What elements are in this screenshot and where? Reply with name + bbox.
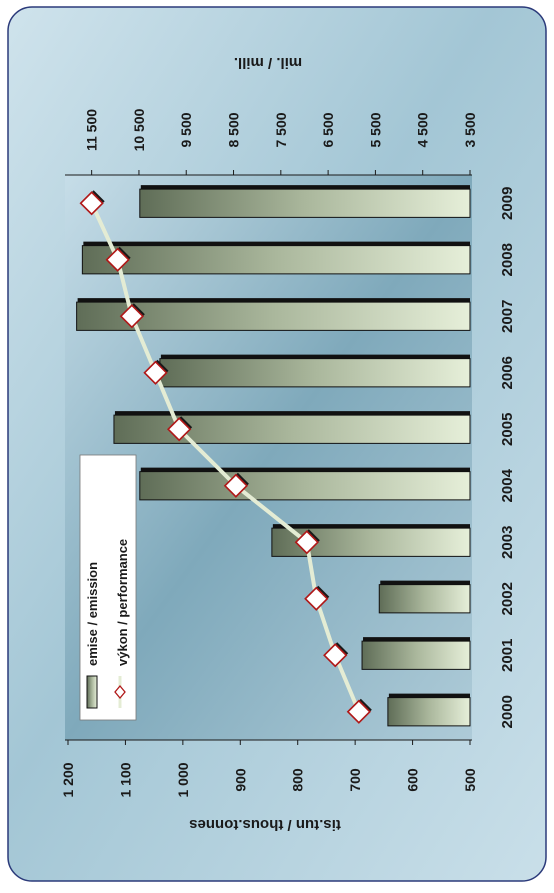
- category-label: 2007: [499, 300, 516, 333]
- category-label: 2004: [499, 468, 516, 502]
- legend-swatch-performance-marker: [114, 684, 126, 700]
- performance-marker: [294, 530, 319, 555]
- performance-marker: [304, 586, 329, 611]
- performance-marker: [143, 360, 168, 385]
- legend-swatch-emission: [86, 675, 98, 709]
- bar: [361, 640, 471, 670]
- left-tick-label: 900: [232, 768, 248, 792]
- right-axis-title: mil. / mill.: [234, 54, 302, 71]
- category-label: 2002: [499, 582, 516, 615]
- bar: [139, 188, 471, 218]
- legend: emise / emission výkon / performance: [79, 454, 137, 721]
- right-tick-label: 5 500: [367, 112, 383, 147]
- left-axis-title: tis.tun / thous.tonnes: [189, 816, 341, 833]
- performance-marker: [79, 191, 104, 216]
- performance-line: [89, 202, 361, 713]
- right-tick-label: 4 500: [415, 112, 431, 147]
- category-label: 2009: [499, 187, 516, 220]
- left-tick-label: 600: [405, 768, 421, 792]
- left-tick-label: 500: [462, 768, 478, 792]
- bar: [81, 245, 471, 275]
- right-tick-label: 8 500: [226, 112, 242, 147]
- category-label: 2001: [499, 639, 516, 672]
- bar: [159, 358, 471, 388]
- performance-marker: [119, 304, 144, 329]
- left-axis: 500 600 700 800 900 1 000 1 100 1 200: [60, 739, 478, 798]
- right-tick-label: 6 500: [320, 112, 336, 147]
- performance-marker: [323, 643, 348, 668]
- left-tick-label: 1 100: [117, 762, 133, 797]
- performance-marker: [167, 417, 192, 442]
- performance-marker: [346, 699, 371, 724]
- category-label: 2005: [499, 413, 516, 446]
- bar: [387, 697, 471, 727]
- right-tick-label: 11 500: [84, 109, 100, 151]
- performance-marker: [105, 247, 130, 272]
- left-tick-label: 1 000: [175, 762, 191, 797]
- category-labels: 2000 2001 2002 2003 2004 2005 2006 2007 2008 2009: [499, 187, 516, 729]
- left-tick-label: 800: [290, 768, 306, 792]
- legend-label-emission: emise / emission: [85, 562, 100, 666]
- category-label: 2003: [499, 526, 516, 559]
- category-label: 2008: [499, 243, 516, 276]
- right-tick-label: 7 500: [273, 112, 289, 147]
- right-tick-label: 10 500: [131, 108, 147, 151]
- right-tick-label: 9 500: [178, 112, 194, 147]
- bar-series-emission: [76, 185, 471, 727]
- left-tick-label: 700: [347, 768, 363, 792]
- bar: [378, 584, 471, 614]
- right-axis: 3 500 4 500 5 500 6 500 7 500 8 500 9 500 10 50…: [65, 108, 478, 176]
- right-tick-label: 3 500: [462, 112, 478, 147]
- performance-marker: [223, 473, 249, 498]
- bar: [139, 471, 471, 501]
- category-label: 2000: [499, 695, 516, 728]
- left-tick-label: 1 200: [60, 762, 76, 797]
- category-label: 2006: [499, 356, 516, 389]
- legend-label-performance: výkon / performance: [115, 539, 130, 666]
- line-series-performance: [79, 190, 372, 724]
